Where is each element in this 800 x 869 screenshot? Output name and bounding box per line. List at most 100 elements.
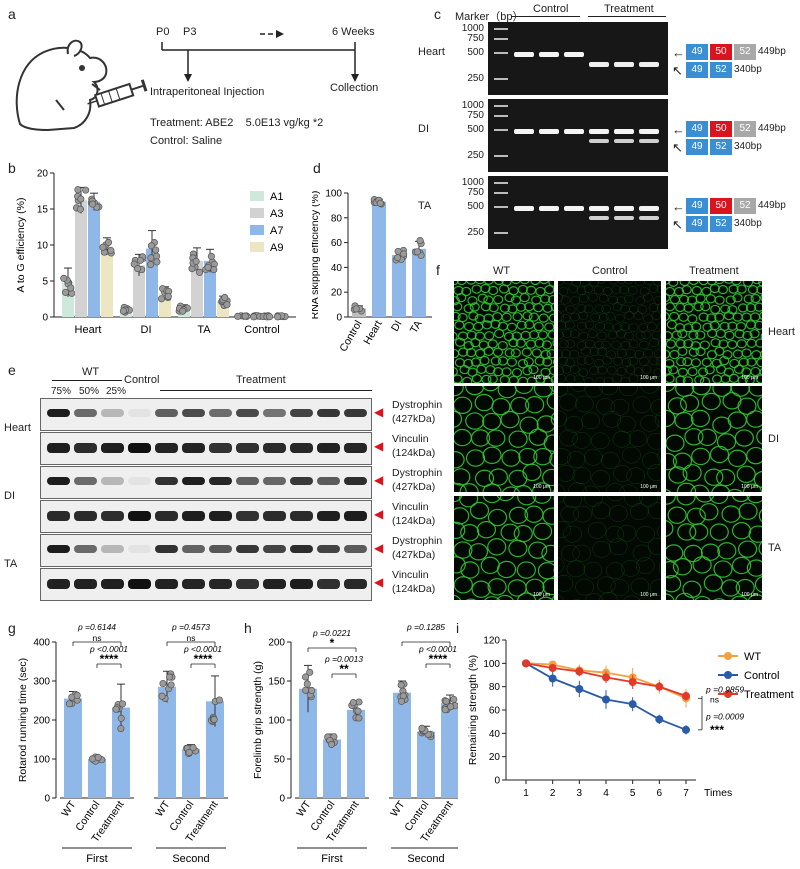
if-membrane <box>558 287 569 296</box>
if-membrane <box>736 465 756 484</box>
if-membrane <box>621 560 640 577</box>
wb-protein-name: Dystrophin <box>392 467 443 479</box>
if-membrane <box>481 374 492 383</box>
if-membrane <box>657 487 661 492</box>
if-membrane <box>465 412 485 430</box>
if-membrane <box>672 452 693 470</box>
if-membrane <box>537 562 554 580</box>
y-tick-label: 100 <box>325 189 342 200</box>
wb-band <box>209 477 232 485</box>
if-membrane <box>602 411 621 428</box>
wb-band <box>344 579 367 589</box>
chart-b-a-to-g-efficiency: 0 5 10 15 20 A to G efficiency (%) Heart DI TA Co… <box>15 169 296 336</box>
point-Control <box>548 674 557 683</box>
gel-band-449 <box>564 52 584 57</box>
if-image-DI-Treatment: 100 μm <box>666 386 762 492</box>
if-membrane <box>666 561 679 579</box>
x-tick-label: 7 <box>683 788 689 799</box>
x-tick-label: WT <box>59 798 79 819</box>
if-membrane <box>594 304 604 314</box>
if-membrane <box>660 333 661 339</box>
if-membrane <box>651 331 661 340</box>
if-membrane <box>612 374 622 383</box>
if-membrane <box>482 496 502 504</box>
if-membrane <box>694 595 711 600</box>
data-point <box>303 680 311 688</box>
timeline-6weeks: 6 Weeks <box>332 26 375 38</box>
if-membrane <box>558 293 564 302</box>
wb-band <box>182 409 205 417</box>
if-membrane <box>477 293 488 303</box>
if-membrane <box>684 428 704 446</box>
if-membrane <box>496 594 514 600</box>
if-membrane <box>603 322 614 331</box>
if-membrane <box>461 286 472 297</box>
if-membrane <box>711 484 731 492</box>
point-Control <box>682 725 690 734</box>
if-membrane <box>454 496 463 503</box>
if-membrane <box>707 328 718 339</box>
wb-band <box>101 477 124 485</box>
if-membrane <box>465 598 477 600</box>
if-membrane <box>628 323 639 332</box>
if-membrane <box>471 374 482 383</box>
y-tick-label: 100 <box>483 659 500 670</box>
if-membrane <box>690 484 710 492</box>
if-membrane <box>531 348 542 358</box>
gel-band-340 <box>639 62 659 67</box>
if-membrane <box>534 356 545 366</box>
if-membrane <box>635 296 646 305</box>
data-point <box>349 699 357 707</box>
gel-band-449 <box>564 129 584 134</box>
if-membrane <box>706 313 717 323</box>
y-tick-label: 80 <box>331 213 343 224</box>
gel-band-340 <box>589 139 609 143</box>
if-membrane <box>669 311 680 322</box>
if-membrane <box>563 496 582 508</box>
chart-g-rotarod: 0 100 200 300 400 Rotarod running time (sec) W… <box>17 622 228 865</box>
y-tick-label: 0 <box>42 313 48 324</box>
data-point <box>376 199 384 207</box>
wb-protein-size: (124kDa) <box>392 583 436 595</box>
if-membrane <box>454 541 473 559</box>
if-membrane <box>539 294 551 304</box>
exon-49-box: 49 <box>686 62 708 78</box>
if-image-TA-Control: 100 μm <box>558 496 661 600</box>
if-membrane <box>756 357 762 368</box>
x-tick-label: 5 <box>630 788 636 799</box>
if-membrane <box>608 295 618 305</box>
data-point <box>77 195 85 203</box>
if-membrane <box>710 304 721 315</box>
data-point <box>158 692 166 700</box>
if-membrane <box>576 341 587 350</box>
gel-band-449 <box>539 206 559 211</box>
if-scale-bar: 100 μm <box>533 375 550 381</box>
if-membrane <box>558 356 568 366</box>
band-size-label: 449bp <box>758 123 786 134</box>
if-membrane <box>666 331 673 341</box>
if-membrane <box>558 557 565 574</box>
legend-label: A1 <box>270 191 283 203</box>
if-membrane <box>525 339 537 349</box>
wb-band <box>236 477 259 485</box>
data-point <box>308 686 316 695</box>
if-membrane <box>638 597 652 600</box>
if-image-DI-Control: 100 μm <box>558 386 661 492</box>
if-membrane <box>581 347 591 356</box>
if-membrane <box>658 562 661 574</box>
if-membrane <box>508 375 519 383</box>
if-membrane <box>508 539 528 558</box>
if-membrane <box>746 410 762 428</box>
bar-A3-Heart <box>75 200 87 317</box>
if-membrane <box>594 359 604 368</box>
if-membrane <box>486 429 506 447</box>
if-membrane <box>531 295 542 305</box>
red-arrow-icon: ◀ <box>374 405 384 419</box>
if-membrane <box>474 393 494 412</box>
if-membrane <box>544 284 554 295</box>
gel-ladder-band <box>494 129 508 131</box>
wb-band <box>155 511 178 521</box>
gel-ladder-band <box>494 52 508 54</box>
wb-protein-size: (427kDa) <box>392 549 436 561</box>
if-membrane <box>491 397 511 416</box>
